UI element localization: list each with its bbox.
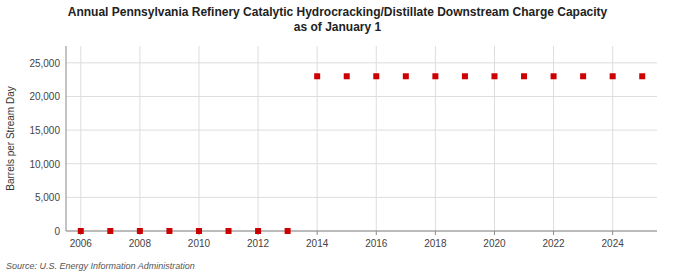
source: Source: U.S. Energy Information Administ…	[6, 261, 195, 271]
y-tick-label: 0	[54, 226, 60, 237]
point	[78, 228, 84, 234]
x-tick-label: 2020	[483, 238, 506, 249]
point	[344, 73, 350, 79]
point	[226, 228, 232, 234]
point	[137, 228, 143, 234]
title: Annual Pennsylvania Refinery Catalytic H…	[68, 5, 608, 34]
y-grid-line	[66, 197, 657, 198]
point	[521, 73, 527, 79]
point	[285, 228, 291, 234]
x-tick-label: 2006	[70, 238, 93, 249]
x-tick	[494, 231, 495, 235]
point	[403, 73, 409, 79]
title-line: Annual Pennsylvania Refinery Catalytic H…	[68, 5, 608, 19]
y-grid-line	[66, 96, 657, 97]
x-tick-label: 2016	[365, 238, 388, 249]
point	[166, 228, 172, 234]
y-axis-label: Barrels per Stream Day	[5, 86, 16, 190]
y-tick-label: 25,000	[29, 58, 60, 69]
x-tick-label: 2024	[602, 238, 625, 249]
point	[373, 73, 379, 79]
x-tick	[435, 231, 436, 235]
point	[432, 73, 438, 79]
x-grid-line	[80, 46, 81, 231]
y-tick-label: 10,000	[29, 159, 60, 170]
y-tick-label: 20,000	[29, 91, 60, 102]
y-grid-line	[66, 130, 657, 131]
point	[610, 73, 616, 79]
x-grid-line	[258, 46, 259, 231]
title-line: as of January 1	[294, 20, 382, 34]
y-grid-line	[66, 163, 657, 164]
x-tick-label: 2018	[424, 238, 447, 249]
point	[107, 228, 113, 234]
y-grid-line	[66, 62, 657, 63]
x-grid-line	[139, 46, 140, 231]
point	[462, 73, 468, 79]
point	[196, 228, 202, 234]
point	[491, 73, 497, 79]
x-tick-label: 2008	[129, 238, 152, 249]
x-tick	[553, 231, 554, 235]
y-axis-line	[66, 46, 67, 231]
point	[639, 73, 645, 79]
point	[255, 228, 261, 234]
point	[551, 73, 557, 79]
x-grid-line	[198, 46, 199, 231]
y-tick-label: 5,000	[35, 192, 60, 203]
x-tick	[612, 231, 613, 235]
x-tick-label: 2010	[188, 238, 211, 249]
x-tick	[317, 231, 318, 235]
x-tick-label: 2014	[306, 238, 329, 249]
grid	[66, 46, 657, 231]
x-tick-label: 2012	[247, 238, 270, 249]
points	[78, 73, 645, 234]
x-axis-line	[66, 231, 657, 232]
point	[314, 73, 320, 79]
y-grid-line	[66, 231, 657, 232]
y-tick-label: 15,000	[29, 125, 60, 136]
x-tick-label: 2022	[542, 238, 565, 249]
point	[580, 73, 586, 79]
chart: Annual Pennsylvania Refinery Catalytic H…	[0, 0, 675, 275]
x-tick	[376, 231, 377, 235]
